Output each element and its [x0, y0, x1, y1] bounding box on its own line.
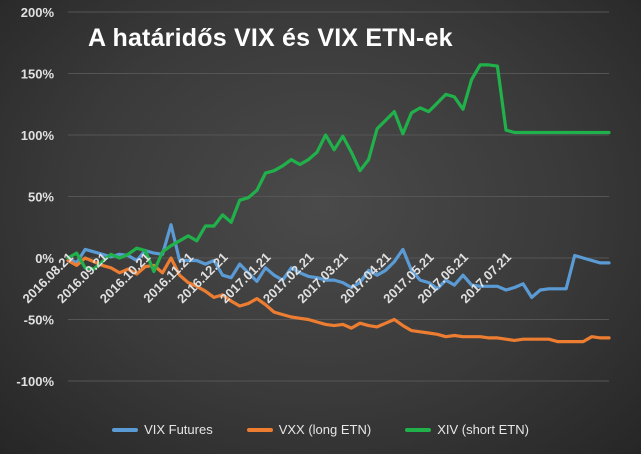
y-tick-label: 0%: [35, 251, 54, 266]
y-axis-ticks: -100% -50% 0% 50% 100% 150% 200%: [16, 5, 54, 389]
legend-item-xiv: XIV (short ETN): [405, 422, 529, 437]
legend-swatch-vxx: [246, 427, 273, 432]
legend-swatch-vix-futures: [112, 427, 139, 432]
y-tick-label: 200%: [21, 5, 55, 20]
series-line-xiv-short-etn: [66, 63, 611, 274]
legend-label-vxx: VXX (long ETN): [278, 422, 372, 437]
series-line-vix-futures: [66, 223, 611, 299]
legend-swatch-xiv: [405, 427, 432, 432]
y-tick-label: 150%: [21, 67, 55, 82]
legend-label-xiv: XIV (short ETN): [437, 422, 529, 437]
legend: VIX Futures VXX (long ETN) XIV (short ET…: [0, 422, 641, 437]
legend-item-vix-futures: VIX Futures: [112, 422, 213, 437]
legend-item-vxx: VXX (long ETN): [246, 422, 372, 437]
y-tick-label: 100%: [21, 128, 55, 143]
series-lines: [66, 63, 611, 344]
y-tick-label: 50%: [28, 190, 54, 205]
chart-title: A határidős VIX és VIX ETN-ek: [88, 24, 453, 52]
y-tick-label: -100%: [16, 374, 54, 389]
series-line-vxx-long-etn: [66, 256, 611, 344]
legend-label-vix-futures: VIX Futures: [144, 422, 213, 437]
y-tick-label: -50%: [24, 313, 55, 328]
